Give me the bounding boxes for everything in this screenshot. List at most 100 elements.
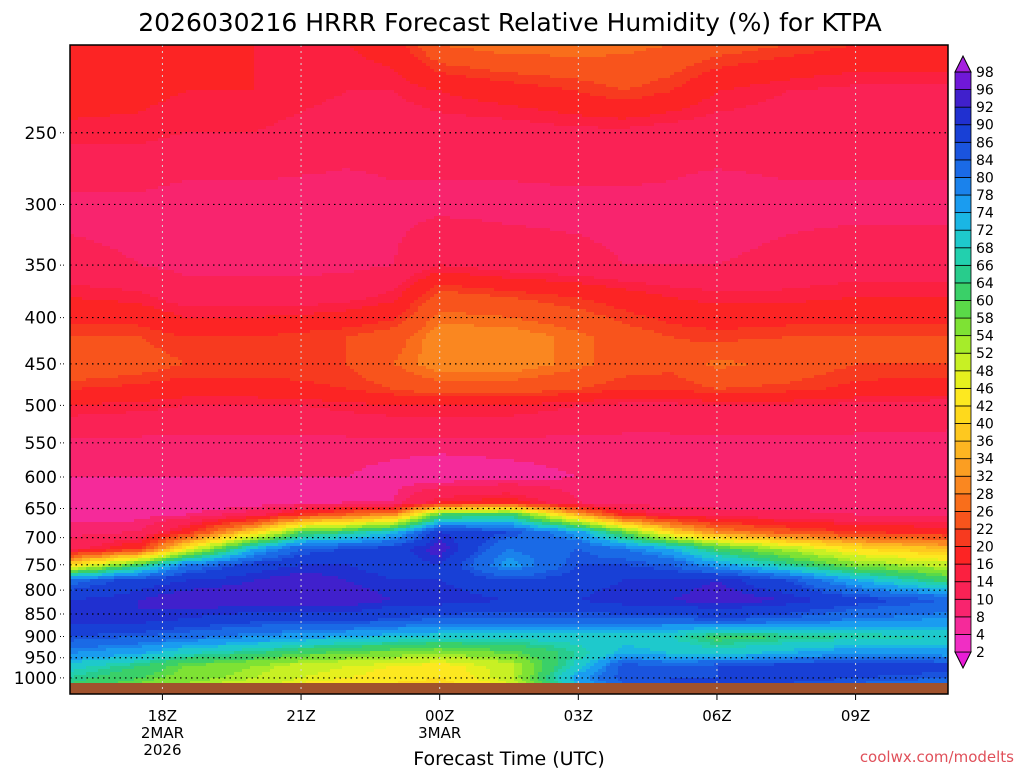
- rh-cell: [166, 78, 170, 81]
- rh-cell: [898, 63, 902, 66]
- rh-cell: [534, 72, 538, 75]
- rh-cell: [274, 63, 278, 66]
- rh-cell: [498, 72, 502, 75]
- rh-cell: [582, 63, 586, 66]
- rh-cell: [230, 72, 234, 75]
- rh-cell: [682, 48, 686, 51]
- rh-cell: [918, 60, 922, 63]
- rh-cell: [914, 72, 918, 75]
- rh-cell: [926, 54, 930, 57]
- rh-cell: [142, 75, 146, 78]
- rh-cell: [74, 63, 78, 66]
- rh-cell: [758, 60, 762, 63]
- rh-cell: [178, 60, 182, 63]
- rh-cell: [246, 48, 250, 51]
- rh-cell: [266, 63, 270, 66]
- rh-cell: [230, 69, 234, 72]
- rh-cell: [382, 69, 386, 72]
- rh-cell: [610, 66, 614, 69]
- rh-cell: [458, 54, 462, 57]
- rh-cell: [234, 66, 238, 69]
- rh-cell: [306, 72, 310, 75]
- rh-cell: [654, 72, 658, 75]
- rh-cell: [478, 75, 482, 78]
- rh-cell: [854, 69, 858, 72]
- rh-cell: [90, 63, 94, 66]
- rh-cell: [770, 51, 774, 54]
- rh-cell: [754, 66, 758, 69]
- rh-cell: [878, 72, 882, 75]
- rh-cell: [678, 72, 682, 75]
- rh-cell: [658, 48, 662, 51]
- rh-cell: [374, 48, 378, 51]
- rh-cell: [98, 60, 102, 63]
- rh-cell: [842, 54, 846, 57]
- rh-cell: [806, 57, 810, 60]
- rh-cell: [314, 69, 318, 72]
- rh-cell: [550, 69, 554, 72]
- rh-cell: [678, 69, 682, 72]
- rh-cell: [474, 51, 478, 54]
- rh-cell: [650, 60, 654, 63]
- rh-cell: [854, 51, 858, 54]
- rh-cell: [846, 57, 850, 60]
- rh-cell: [758, 51, 762, 54]
- rh-cell: [886, 63, 890, 66]
- rh-cell: [862, 51, 866, 54]
- rh-cell: [870, 63, 874, 66]
- rh-cell: [138, 66, 142, 69]
- rh-cell: [122, 69, 126, 72]
- rh-cell: [426, 78, 430, 81]
- rh-cell: [78, 48, 82, 51]
- rh-cell: [546, 57, 550, 60]
- rh-cell: [858, 48, 862, 51]
- rh-cell: [530, 57, 534, 60]
- rh-cell: [186, 51, 190, 54]
- rh-cell: [906, 72, 910, 75]
- rh-cell: [90, 78, 94, 81]
- rh-cell: [694, 69, 698, 72]
- rh-cell: [718, 51, 722, 54]
- rh-cell: [882, 60, 886, 63]
- rh-cell: [342, 66, 346, 69]
- rh-cell: [634, 63, 638, 66]
- rh-cell: [434, 48, 438, 51]
- rh-cell: [634, 72, 638, 75]
- rh-cell: [674, 48, 678, 51]
- rh-cell: [418, 69, 422, 72]
- rh-cell: [862, 66, 866, 69]
- rh-cell: [90, 72, 94, 75]
- rh-cell: [654, 48, 658, 51]
- rh-cell: [174, 69, 178, 72]
- rh-cell: [102, 63, 106, 66]
- rh-cell: [618, 51, 622, 54]
- rh-cell: [750, 51, 754, 54]
- rh-cell: [474, 75, 478, 78]
- rh-cell: [594, 54, 598, 57]
- rh-cell: [150, 78, 154, 81]
- rh-cell: [654, 60, 658, 63]
- rh-cell: [666, 63, 670, 66]
- rh-cell: [86, 72, 90, 75]
- rh-cell: [702, 60, 706, 63]
- rh-cell: [266, 60, 270, 63]
- rh-cell: [598, 60, 602, 63]
- rh-cell: [114, 60, 118, 63]
- rh-cell: [862, 54, 866, 57]
- rh-cell: [658, 75, 662, 78]
- rh-cell: [374, 60, 378, 63]
- rh-cell: [794, 54, 798, 57]
- rh-cell: [406, 54, 410, 57]
- rh-cell: [330, 72, 334, 75]
- rh-cell: [382, 48, 386, 51]
- rh-cell: [734, 63, 738, 66]
- rh-cell: [462, 51, 466, 54]
- rh-cell: [198, 63, 202, 66]
- rh-cell: [138, 78, 142, 81]
- rh-cell: [390, 63, 394, 66]
- rh-cell: [94, 69, 98, 72]
- rh-cell: [926, 48, 930, 51]
- rh-cell: [466, 48, 470, 51]
- rh-cell: [538, 60, 542, 63]
- rh-cell: [754, 54, 758, 57]
